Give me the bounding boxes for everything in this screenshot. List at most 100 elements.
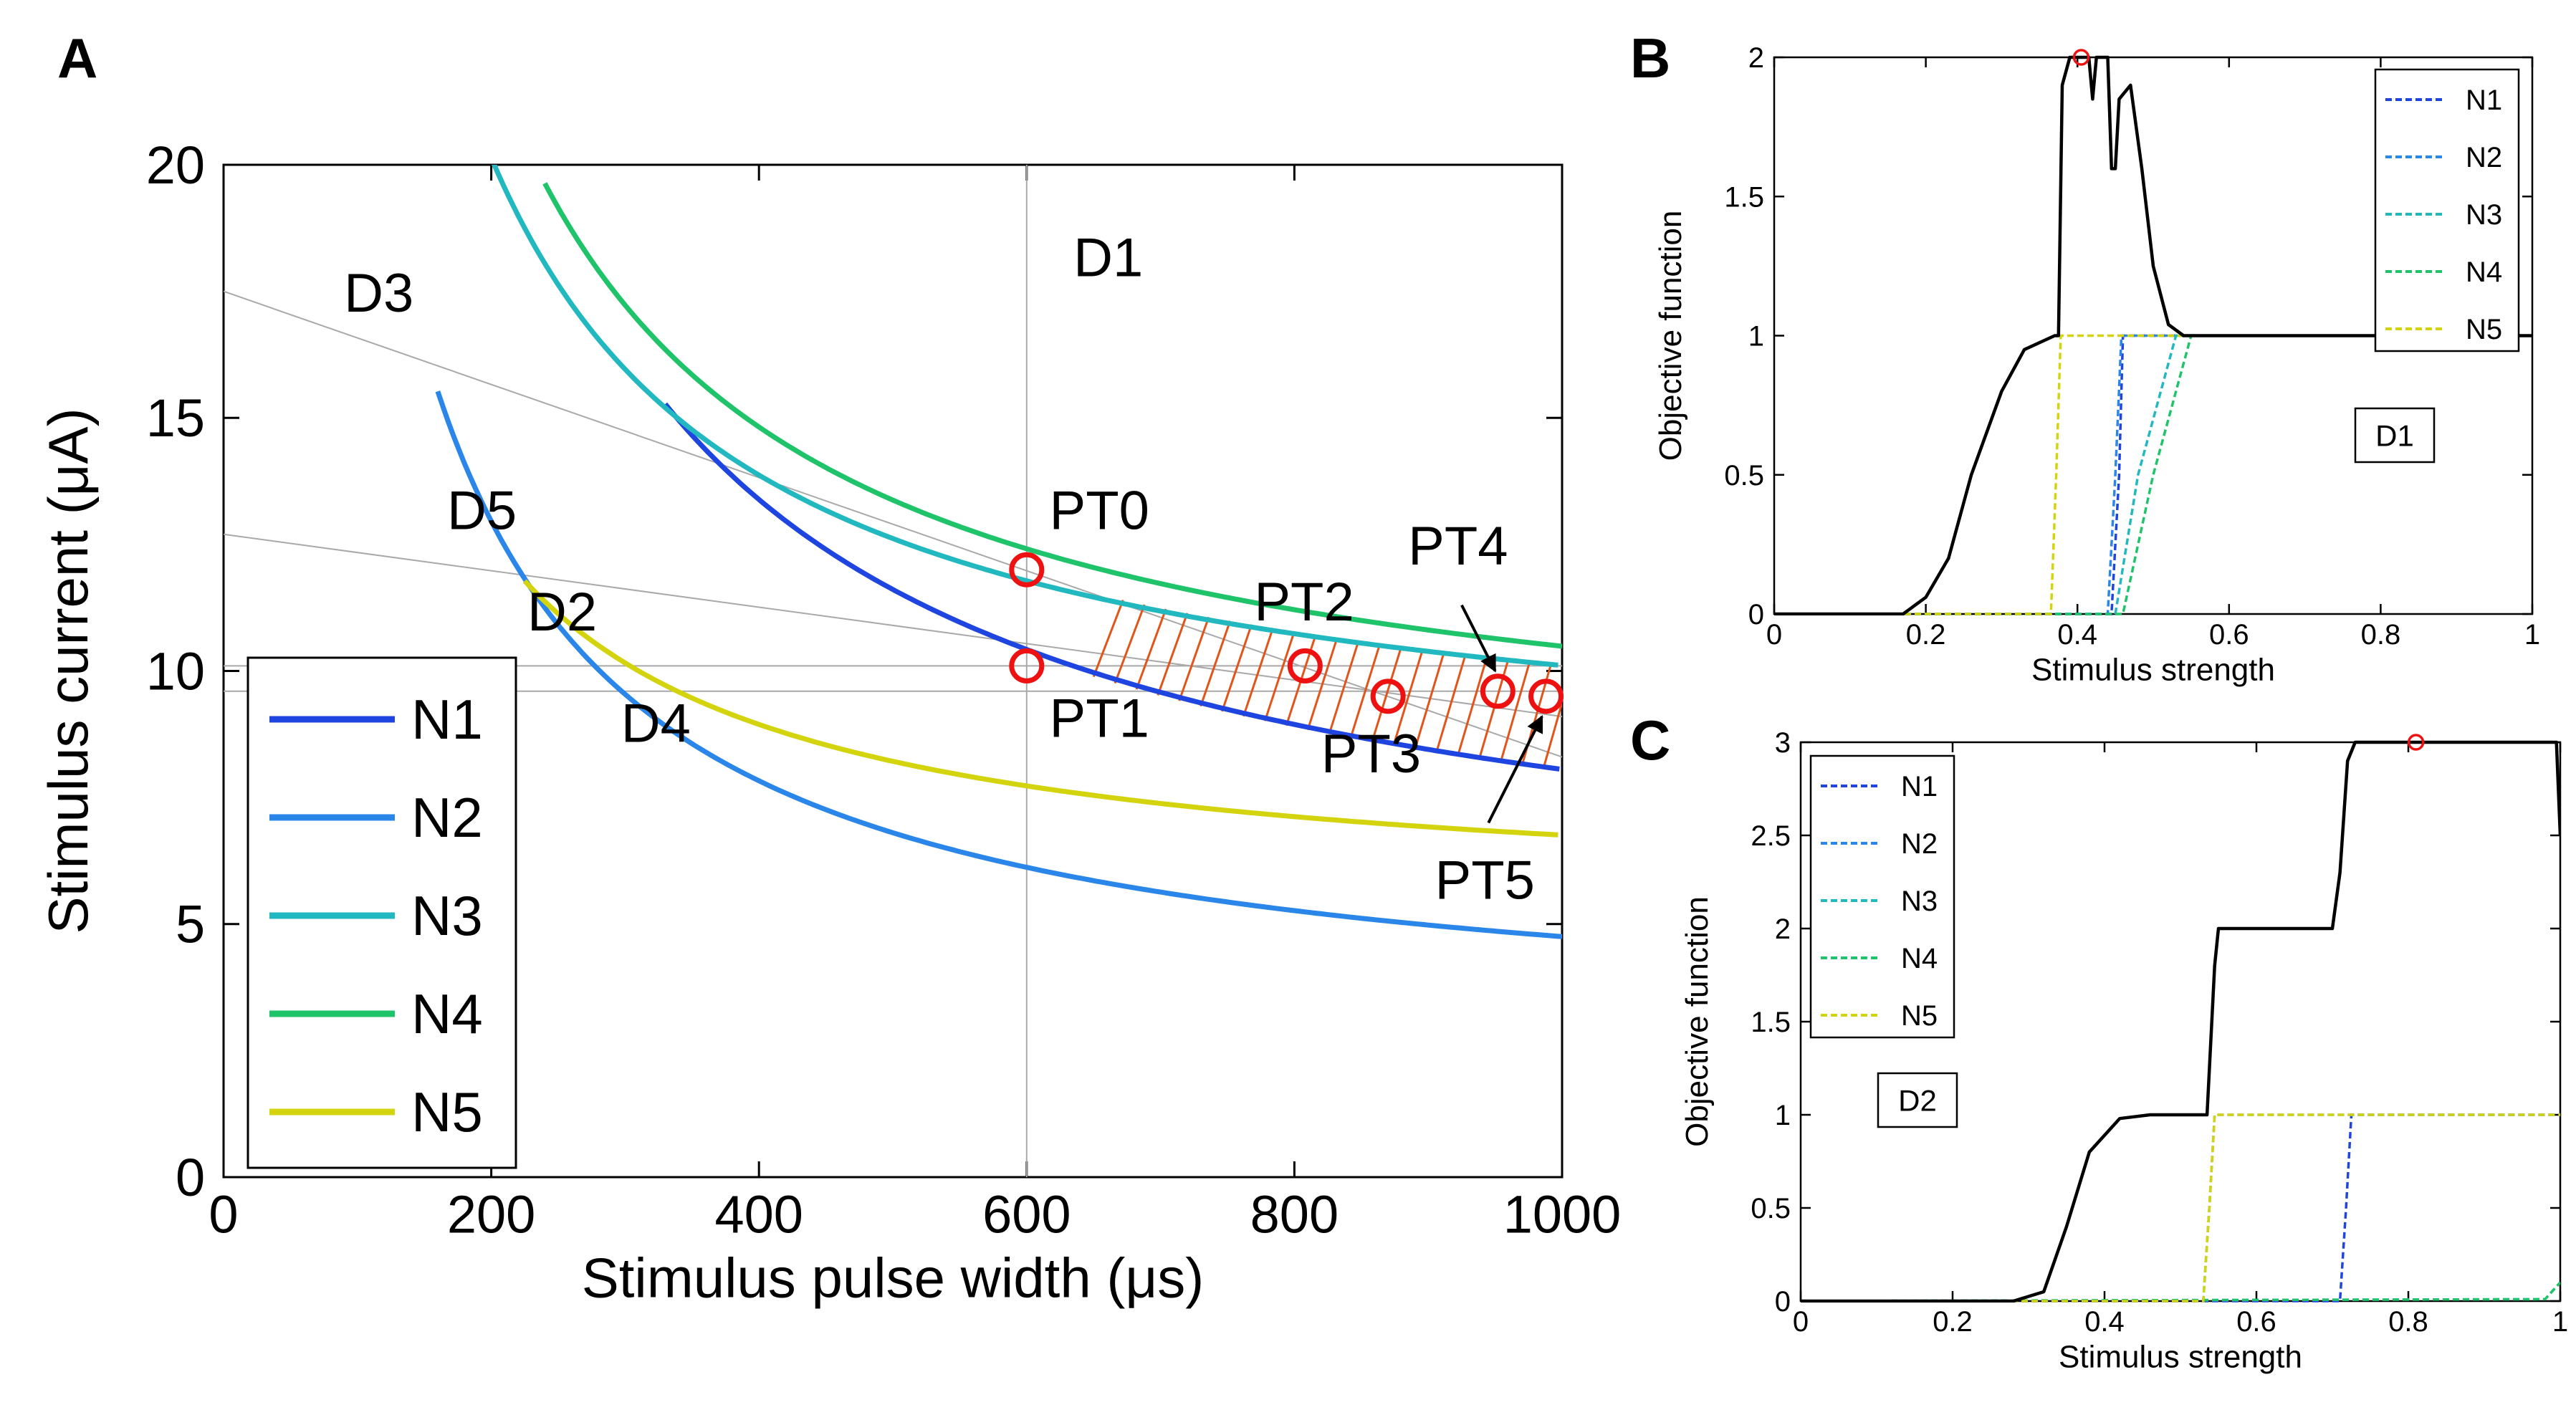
legend-label-n3: N3 xyxy=(411,884,483,947)
objective-function-line xyxy=(1774,55,2532,615)
point-pt4-marker xyxy=(1480,673,1516,709)
plot-area xyxy=(1801,740,2560,1303)
guide-line xyxy=(224,290,1562,758)
point-pt2-label: PT2 xyxy=(1254,572,1354,633)
region-box-label: D2 xyxy=(1898,1084,1937,1118)
legend-box xyxy=(1809,754,1955,1039)
guide-line xyxy=(224,533,1562,718)
y-tick-label: 0 xyxy=(1748,599,1764,630)
region-box xyxy=(1877,1072,1958,1128)
x-tick-label: 0.2 xyxy=(1906,619,1946,651)
y-tick-label: 0.5 xyxy=(1724,460,1764,491)
y-tick-label: 0.5 xyxy=(1751,1193,1791,1224)
series-n1-curve xyxy=(663,402,1560,772)
legend-box xyxy=(2374,68,2520,352)
point-pt4-label: PT4 xyxy=(1408,516,1508,577)
x-tick-label: 0 xyxy=(1766,619,1782,651)
panel-b-chart: 0 0.2 0.4 0.6 0.8 1 0 0.5 1 1.5 2 Stimulus strength… xyxy=(1653,42,2540,688)
x-tick-label: 0.2 xyxy=(1933,1306,1973,1338)
series-n2-line xyxy=(1801,1113,2560,1303)
panel-b-letter: B xyxy=(1630,27,1670,90)
series-n1-line xyxy=(1774,334,2532,615)
region-label-d4: D4 xyxy=(621,693,691,754)
y-tick-label: 1 xyxy=(1748,321,1764,352)
panel-c-letter: C xyxy=(1630,709,1670,772)
y-tick-label: 2 xyxy=(1748,42,1764,74)
series-n5-curve xyxy=(522,579,1558,838)
feasible-hatch-line xyxy=(1178,616,1210,701)
legend-label-n4: N4 xyxy=(411,982,483,1045)
legend-label-n5: N5 xyxy=(2466,314,2502,345)
plot-area xyxy=(1774,55,2532,615)
feasible-hatch-line xyxy=(1221,624,1253,712)
x-tick-label: 0.4 xyxy=(2084,1306,2125,1338)
region-label-d3: D3 xyxy=(344,263,413,324)
annotation-arrow xyxy=(1460,604,1497,673)
optimum-marker xyxy=(2072,49,2090,66)
legend-panelB: N1 N2 N3 N4 N5 xyxy=(2374,68,2520,352)
y-tick-label: 0 xyxy=(176,1148,205,1207)
optimum-marker xyxy=(2407,734,2425,751)
feasible-hatch-line xyxy=(1328,640,1360,735)
y-tick-label: 2 xyxy=(1775,913,1791,945)
feasible-hatch-line xyxy=(1499,660,1531,763)
x-axis-label: Stimulus pulse width (μs) xyxy=(582,1246,1205,1309)
x-tick-label: 0.6 xyxy=(2236,1306,2276,1338)
series-n5-line xyxy=(1774,334,2532,615)
region-box xyxy=(2354,407,2436,464)
x-tick-label: 800 xyxy=(1250,1185,1339,1244)
annotation-arrow xyxy=(1487,714,1543,824)
point-pt3-label: PT3 xyxy=(1321,724,1421,785)
x-tick-label: 0.6 xyxy=(2209,619,2249,651)
y-tick-label: 1.5 xyxy=(1724,181,1764,213)
objective-function-line xyxy=(1801,740,2560,1303)
feasible-hatch-line xyxy=(1371,646,1403,743)
series-n2-line xyxy=(1774,334,2532,615)
point-pt0-marker xyxy=(1009,552,1045,587)
y-tick-label: 2.5 xyxy=(1751,820,1791,852)
y-tick-label: 10 xyxy=(146,641,205,701)
legend-label-n1: N1 xyxy=(2466,85,2502,116)
feasible-hatch-line xyxy=(1263,630,1296,721)
y-axis-label: Objective function xyxy=(1653,211,1688,461)
panel-a-chart: 0 200 400 600 800 1000 0 5 10 15 20 Stimulus pulse … xyxy=(37,135,1621,1310)
series-n5-line xyxy=(1801,1113,2560,1303)
point-pt5-label: PT5 xyxy=(1435,850,1535,911)
x-tick-label: 400 xyxy=(714,1185,803,1244)
x-tick-label: 0 xyxy=(1793,1306,1809,1338)
region-label-d5: D5 xyxy=(447,481,517,542)
point-pt1-marker xyxy=(1009,648,1045,683)
x-tick-label: 200 xyxy=(447,1185,535,1244)
x-tick-label: 1 xyxy=(2552,1306,2568,1338)
feasible-hatch-line xyxy=(1157,613,1189,696)
y-tick-label: 20 xyxy=(146,135,205,195)
series-n3-curve xyxy=(492,165,1558,668)
legend-label-n5: N5 xyxy=(1901,1000,1938,1032)
y-tick-label: 1.5 xyxy=(1751,1007,1791,1038)
series-n4-curve xyxy=(542,182,1562,649)
y-axis-label: Stimulus current (μA) xyxy=(37,408,100,934)
x-tick-label: 1 xyxy=(2524,619,2540,651)
series-n1-line xyxy=(1801,1113,2560,1303)
x-tick-label: 0 xyxy=(209,1185,238,1244)
feasible-hatch-line xyxy=(1092,600,1124,678)
legend-label-n5: N5 xyxy=(411,1080,483,1143)
legend-a: N1 N2 N3 N4 N5 xyxy=(246,656,517,1169)
y-tick-label: 5 xyxy=(176,895,205,954)
region-label-d2: D2 xyxy=(527,582,597,643)
feasible-hatch-line xyxy=(1200,620,1232,707)
legend-label-n1: N1 xyxy=(411,688,483,751)
series-n4-line xyxy=(1801,1281,2560,1303)
point-pt0-label: PT0 xyxy=(1050,481,1149,542)
x-axis-label: Stimulus strength xyxy=(2059,1340,2302,1375)
y-tick-label: 1 xyxy=(1775,1100,1791,1131)
x-tick-label: 600 xyxy=(982,1185,1071,1244)
panel-a-letter: A xyxy=(57,27,97,90)
point-pt2-marker xyxy=(1287,648,1323,683)
panel-c-chart: 0 0.2 0.4 0.6 0.8 1 0 0.5 1 1.5 2 2.5 3 Stimulus stre… xyxy=(1680,727,2568,1375)
series-n3-line xyxy=(1774,334,2532,615)
y-tick-label: 0 xyxy=(1775,1286,1791,1318)
x-axis-label: Stimulus strength xyxy=(2031,653,2275,688)
x-tick-label: 0.8 xyxy=(2361,619,2401,651)
feasible-hatch-line xyxy=(1135,608,1167,690)
